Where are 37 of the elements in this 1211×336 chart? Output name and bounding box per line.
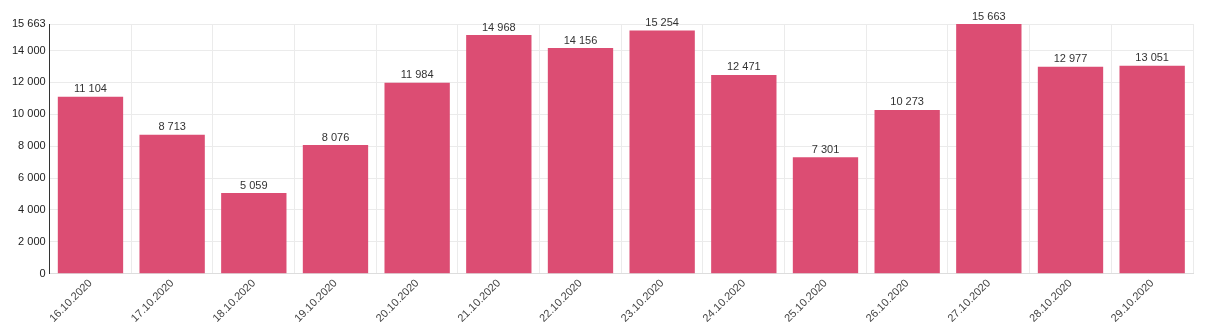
data-label: 15 663 xyxy=(972,9,1006,22)
data-label: 15 254 xyxy=(645,16,679,29)
y-tick-label: 14 000 xyxy=(11,43,46,56)
bar xyxy=(384,82,450,274)
data-label: 14 968 xyxy=(481,20,516,33)
bar xyxy=(466,35,532,274)
y-tick-label: 15 663 xyxy=(11,17,46,30)
data-label: 13 051 xyxy=(1135,51,1169,64)
data-label: 11 104 xyxy=(74,82,107,95)
bar xyxy=(1119,65,1185,274)
bar xyxy=(629,30,695,274)
data-label: 10 273 xyxy=(890,95,924,108)
bar xyxy=(1037,66,1104,274)
bar xyxy=(139,134,205,274)
y-tick-label: 8 000 xyxy=(18,139,46,152)
y-tick-label: 4 000 xyxy=(18,202,46,215)
y-tick-label: 0 xyxy=(39,266,46,279)
bar xyxy=(221,193,287,274)
bar xyxy=(874,109,940,274)
bar xyxy=(57,96,124,274)
bar xyxy=(547,48,614,274)
data-label: 14 156 xyxy=(563,33,598,46)
data-label: 8 076 xyxy=(321,130,350,143)
data-label: 12 977 xyxy=(1053,52,1088,65)
y-tick-label: 6 000 xyxy=(18,171,46,184)
bar xyxy=(302,144,369,274)
y-tick-label: 10 000 xyxy=(11,107,46,120)
data-label: 5 059 xyxy=(240,178,268,191)
y-tick-label: 2 000 xyxy=(18,234,46,247)
y-tick-label: 12 000 xyxy=(11,75,46,88)
bar xyxy=(792,157,859,274)
data-label: 11 984 xyxy=(400,68,434,81)
bar xyxy=(711,74,777,274)
bar xyxy=(956,24,1022,274)
data-label: 7 301 xyxy=(811,142,840,155)
data-label: 12 471 xyxy=(727,60,761,73)
data-label: 8 713 xyxy=(158,120,186,133)
